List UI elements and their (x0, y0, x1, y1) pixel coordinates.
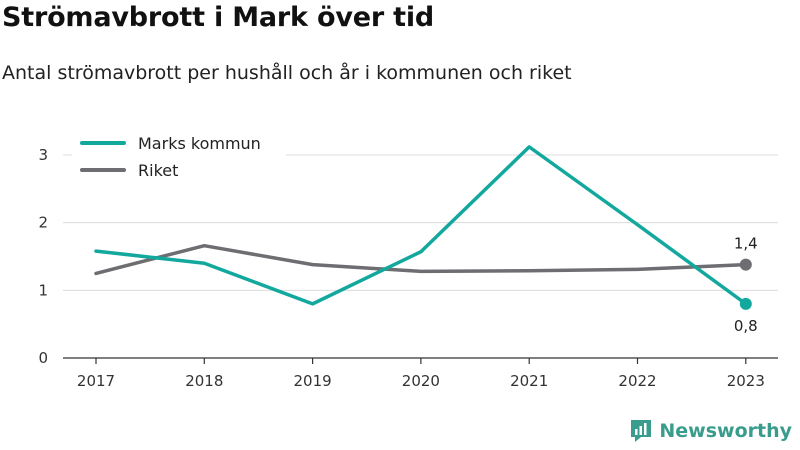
x-tick-label: 2020 (402, 372, 440, 390)
series-line-riket (94, 243, 748, 276)
x-tick-label: 2022 (618, 372, 656, 390)
y-tick-label: 2 (38, 214, 48, 232)
legend-background (72, 128, 286, 186)
data-label-riket: 1,4 (734, 235, 758, 253)
x-tick-label: 2017 (77, 372, 115, 390)
x-tick-label: 2018 (185, 372, 223, 390)
y-tick-label: 3 (38, 146, 48, 164)
x-tick-label: 2019 (294, 372, 332, 390)
y-tick-label: 0 (38, 349, 48, 367)
legend-label-riket: Riket (138, 161, 178, 180)
x-tick-label: 2021 (510, 372, 548, 390)
x-tick-label: 2023 (727, 372, 765, 390)
newsworthy-logo-icon (631, 420, 652, 442)
newsworthy-logo-text: Newsworthy (659, 420, 792, 442)
chart-subtitle: Antal strömavbrott per hushåll och år i … (2, 62, 572, 84)
series-end-marker-marks-kommun (739, 297, 752, 310)
newsworthy-logo: Newsworthy (629, 418, 792, 444)
chart-title: Strömavbrott i Mark över tid (2, 2, 435, 33)
y-tick-label: 1 (38, 281, 48, 299)
data-label-marks-kommun: 0,8 (734, 317, 758, 335)
legend-label-marks-kommun: Marks kommun (138, 134, 261, 153)
series-end-marker-riket (739, 258, 752, 271)
series-line-marks-kommun (94, 145, 748, 306)
